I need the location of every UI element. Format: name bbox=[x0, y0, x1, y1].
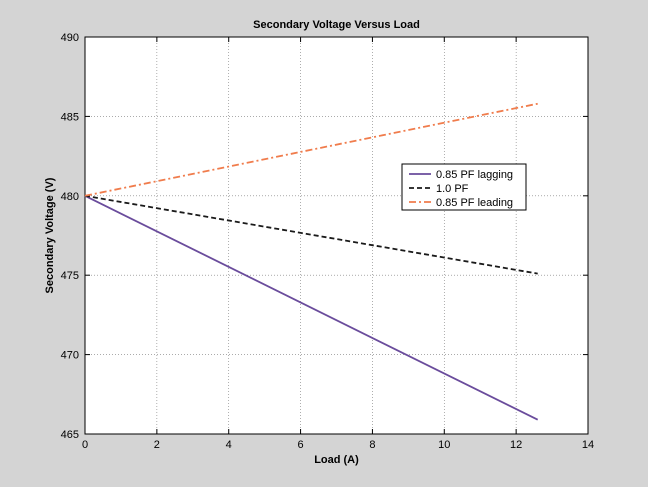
legend-box bbox=[401, 163, 527, 211]
x-tick-label: 10 bbox=[438, 439, 450, 451]
y-axis-ticks: 465 470 475 480 485 490 bbox=[61, 32, 588, 441]
x-tick-label: 0 bbox=[82, 439, 88, 451]
plot-area bbox=[85, 37, 588, 434]
x-axis-ticks: 0 2 4 6 8 10 12 14 bbox=[82, 37, 594, 451]
series-line-2 bbox=[84, 194, 538, 275]
x-tick-label: 8 bbox=[369, 439, 375, 451]
grid-lines bbox=[85, 37, 588, 434]
series-line-3 bbox=[84, 102, 538, 197]
legend-label: 1.0 PF bbox=[436, 183, 469, 195]
legend-label: 0.85 PF leading bbox=[436, 197, 513, 209]
x-tick-label: 2 bbox=[154, 439, 160, 451]
x-tick-label: 6 bbox=[298, 439, 304, 451]
y-tick-label: 465 bbox=[61, 429, 79, 441]
series-line-1 bbox=[84, 194, 539, 421]
y-tick-label: 490 bbox=[61, 32, 79, 44]
chart-title: Secondary Voltage Versus Load bbox=[253, 19, 420, 31]
legend: 0.85 PF lagging 1.0 PF 0.85 PF leading bbox=[401, 163, 527, 211]
series-lines bbox=[84, 102, 539, 421]
y-tick-label: 480 bbox=[61, 191, 79, 203]
y-axis-label: Secondary Voltage (V) bbox=[44, 177, 56, 293]
y-tick-label: 470 bbox=[61, 350, 79, 362]
plot-frame bbox=[84, 36, 589, 435]
x-axis-label: Load (A) bbox=[314, 454, 359, 466]
x-tick-label: 4 bbox=[226, 439, 232, 451]
x-tick-label: 14 bbox=[582, 439, 594, 451]
x-tick-label: 12 bbox=[510, 439, 522, 451]
legend-label: 0.85 PF lagging bbox=[436, 169, 513, 181]
y-tick-label: 475 bbox=[61, 270, 79, 282]
y-tick-label: 485 bbox=[61, 111, 79, 123]
